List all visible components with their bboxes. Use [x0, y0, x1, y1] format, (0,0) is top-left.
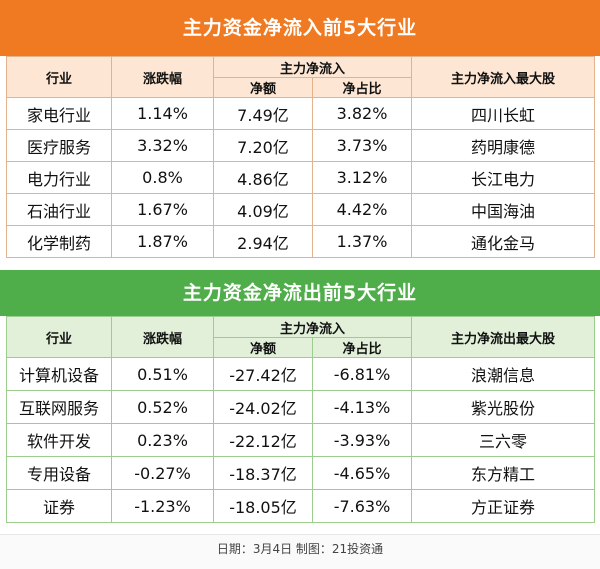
change-cell: 1.87%	[111, 225, 214, 258]
col-header-industry: 行业	[6, 56, 112, 98]
change-cell: 3.32%	[111, 129, 214, 162]
inflow-table: 行业 涨跌幅 主力净流入 主力净流入最大股 净额 净占比 家电行业 1.14% …	[6, 56, 596, 258]
table-row: 计算机设备 0.51% -27.42亿 -6.81% 浪潮信息	[6, 357, 596, 391]
top-stock-cell: 四川长虹	[411, 97, 596, 130]
col-header-net-ratio: 净占比	[311, 77, 413, 98]
col-header-change: 涨跌幅	[111, 316, 214, 358]
top-stock-cell: 中国海油	[411, 193, 596, 226]
col-header-top-stock: 主力净流入最大股	[411, 56, 596, 98]
net-ratio-cell: 3.73%	[311, 129, 413, 162]
col-header-net-amount: 净额	[213, 337, 313, 358]
table-row: 电力行业 0.8% 4.86亿 3.12% 长江电力	[6, 161, 596, 194]
net-amount-cell: -27.42亿	[213, 357, 313, 391]
change-cell: 0.8%	[111, 161, 214, 194]
net-amount-cell: -18.05亿	[213, 489, 313, 523]
net-amount-cell: -22.12亿	[213, 423, 313, 457]
table-row: 医疗服务 3.32% 7.20亿 3.73% 药明康德	[6, 129, 596, 162]
top-stock-cell: 通化金马	[411, 225, 596, 258]
col-header-net-amount: 净额	[213, 77, 313, 98]
top-stock-cell: 长江电力	[411, 161, 596, 194]
top-stock-cell: 三六零	[411, 423, 596, 457]
net-amount-cell: 2.94亿	[213, 225, 313, 258]
net-ratio-cell: -3.93%	[311, 423, 413, 457]
table-row: 证券 -1.23% -18.05亿 -7.63% 方正证券	[6, 489, 596, 523]
inflow-title: 主力资金净流入前5大行业	[0, 0, 600, 56]
industry-cell: 医疗服务	[6, 129, 112, 162]
col-header-main-net: 主力净流入	[212, 316, 413, 338]
industry-cell: 石油行业	[6, 193, 112, 226]
table-row: 化学制药 1.87% 2.94亿 1.37% 通化金马	[6, 225, 596, 258]
net-ratio-cell: -4.65%	[311, 456, 413, 490]
net-amount-cell: -24.02亿	[213, 390, 313, 424]
col-header-change: 涨跌幅	[111, 56, 214, 98]
industry-cell: 计算机设备	[6, 357, 112, 391]
net-amount-cell: 7.20亿	[213, 129, 313, 162]
change-cell: 1.67%	[111, 193, 214, 226]
change-cell: 0.51%	[111, 357, 214, 391]
net-ratio-cell: 3.12%	[311, 161, 413, 194]
outflow-title: 主力资金净流出前5大行业	[0, 270, 600, 316]
change-cell: 0.52%	[111, 390, 214, 424]
net-ratio-cell: 1.37%	[311, 225, 413, 258]
table-row: 石油行业 1.67% 4.09亿 4.42% 中国海油	[6, 193, 596, 226]
col-header-main-net: 主力净流入	[212, 56, 413, 78]
net-ratio-cell: 3.82%	[311, 97, 413, 130]
industry-cell: 互联网服务	[6, 390, 112, 424]
net-ratio-cell: -7.63%	[311, 489, 413, 523]
net-amount-cell: 4.86亿	[213, 161, 313, 194]
col-header-industry: 行业	[6, 316, 112, 358]
industry-cell: 家电行业	[6, 97, 112, 130]
industry-cell: 专用设备	[6, 456, 112, 490]
change-cell: 1.14%	[111, 97, 214, 130]
change-cell: 0.23%	[111, 423, 214, 457]
col-header-net-ratio: 净占比	[311, 337, 413, 358]
change-cell: -1.23%	[111, 489, 214, 523]
net-amount-cell: -18.37亿	[213, 456, 313, 490]
top-stock-cell: 药明康德	[411, 129, 596, 162]
net-ratio-cell: 4.42%	[311, 193, 413, 226]
top-stock-cell: 方正证券	[411, 489, 596, 523]
table-row: 专用设备 -0.27% -18.37亿 -4.65% 东方精工	[6, 456, 596, 490]
outflow-table: 行业 涨跌幅 主力净流入 主力净流出最大股 净额 净占比 计算机设备 0.51%…	[6, 316, 596, 523]
industry-cell: 化学制药	[6, 225, 112, 258]
industry-cell: 软件开发	[6, 423, 112, 457]
top-stock-cell: 浪潮信息	[411, 357, 596, 391]
net-amount-cell: 4.09亿	[213, 193, 313, 226]
top-stock-cell: 紫光股份	[411, 390, 596, 424]
footer-credit: 日期：3月4日 制图：21投资通	[0, 534, 600, 569]
net-ratio-cell: -6.81%	[311, 357, 413, 391]
col-header-top-stock: 主力净流出最大股	[411, 316, 596, 358]
table-row: 软件开发 0.23% -22.12亿 -3.93% 三六零	[6, 423, 596, 457]
top-stock-cell: 东方精工	[411, 456, 596, 490]
industry-cell: 电力行业	[6, 161, 112, 194]
net-ratio-cell: -4.13%	[311, 390, 413, 424]
net-amount-cell: 7.49亿	[213, 97, 313, 130]
table-row: 互联网服务 0.52% -24.02亿 -4.13% 紫光股份	[6, 390, 596, 424]
change-cell: -0.27%	[111, 456, 214, 490]
industry-cell: 证券	[6, 489, 112, 523]
table-row: 家电行业 1.14% 7.49亿 3.82% 四川长虹	[6, 97, 596, 130]
